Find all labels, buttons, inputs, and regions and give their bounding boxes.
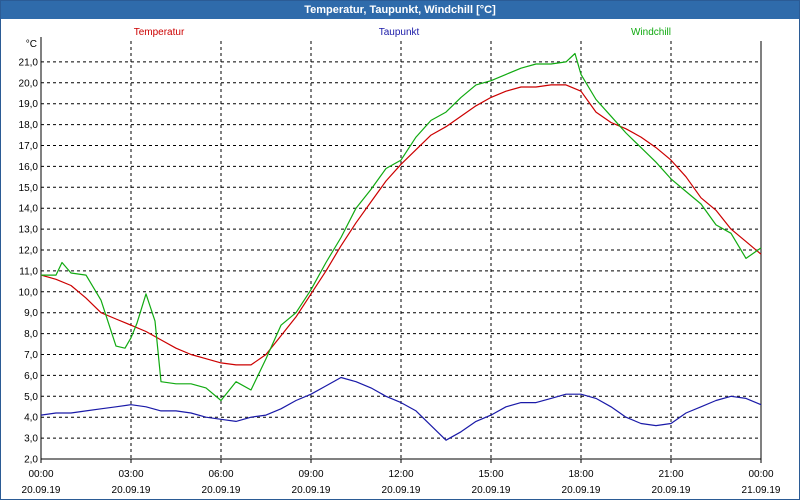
legend-windchill: Windchill: [631, 27, 671, 38]
series-line-temperatur: [40, 84, 762, 366]
series-line-taupunkt: [40, 376, 762, 441]
y-tick-label: 15,0: [19, 183, 39, 194]
x-tick-time: 18:00: [568, 469, 593, 480]
x-tick-date: 20.09.19: [202, 485, 241, 496]
y-tick-label: 13,0: [19, 225, 39, 236]
legend-temperatur: Temperatur: [134, 27, 185, 38]
x-tick-date: 20.09.19: [292, 485, 331, 496]
y-tick-label: 4,0: [24, 413, 38, 424]
window-title: Temperatur, Taupunkt, Windchill [°C]: [1, 1, 799, 19]
y-tick-label: 20,0: [19, 78, 39, 89]
y-tick-label: 3,0: [24, 434, 38, 445]
x-tick-time: 06:00: [208, 469, 233, 480]
y-tick-label: 12,0: [19, 246, 39, 257]
y-tick-label: 16,0: [19, 162, 39, 173]
y-tick-label: 9,0: [24, 308, 38, 319]
x-tick-time: 21:00: [658, 469, 683, 480]
y-tick-label: 14,0: [19, 204, 39, 215]
x-tick-time: 03:00: [118, 469, 143, 480]
x-tick-date: 20.09.19: [652, 485, 691, 496]
x-tick-time: 00:00: [748, 469, 773, 480]
y-unit-label: °C: [26, 39, 37, 50]
x-tick-date: 21.09.19: [742, 485, 781, 496]
x-tick-time: 12:00: [388, 469, 413, 480]
x-tick-date: 20.09.19: [22, 485, 61, 496]
x-tick-date: 20.09.19: [112, 485, 151, 496]
y-tick-label: 11,0: [19, 266, 38, 277]
y-tick-label: 17,0: [19, 141, 39, 152]
x-tick-date: 20.09.19: [472, 485, 511, 496]
y-tick-label: 18,0: [19, 120, 39, 131]
y-tick-label: 8,0: [24, 329, 38, 340]
x-tick-time: 15:00: [478, 469, 503, 480]
y-tick-label: 21,0: [19, 57, 39, 68]
x-tick-time: 00:00: [28, 469, 53, 480]
y-tick-label: 5,0: [24, 392, 38, 403]
series-line-windchill: [41, 52, 762, 402]
x-tick-date: 20.09.19: [562, 485, 601, 496]
y-tick-label: 2,0: [24, 455, 38, 466]
x-tick-time: 09:00: [298, 469, 323, 480]
y-tick-label: 6,0: [24, 371, 38, 382]
legend-taupunkt: Taupunkt: [379, 27, 420, 38]
y-tick-label: 19,0: [19, 99, 39, 110]
x-tick-date: 20.09.19: [382, 485, 421, 496]
y-tick-label: 10,0: [19, 287, 39, 298]
y-tick-label: 7,0: [24, 350, 38, 361]
